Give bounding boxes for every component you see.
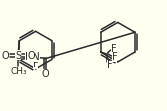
Text: CH₃: CH₃ [10, 67, 27, 76]
Text: F: F [33, 59, 38, 69]
Text: O: O [41, 69, 49, 79]
Text: HN: HN [25, 53, 40, 62]
Text: O: O [27, 51, 35, 60]
Text: S: S [15, 51, 21, 60]
Text: F: F [111, 44, 116, 54]
Text: F: F [107, 60, 112, 70]
Text: O: O [2, 51, 9, 60]
Text: F: F [112, 52, 117, 62]
